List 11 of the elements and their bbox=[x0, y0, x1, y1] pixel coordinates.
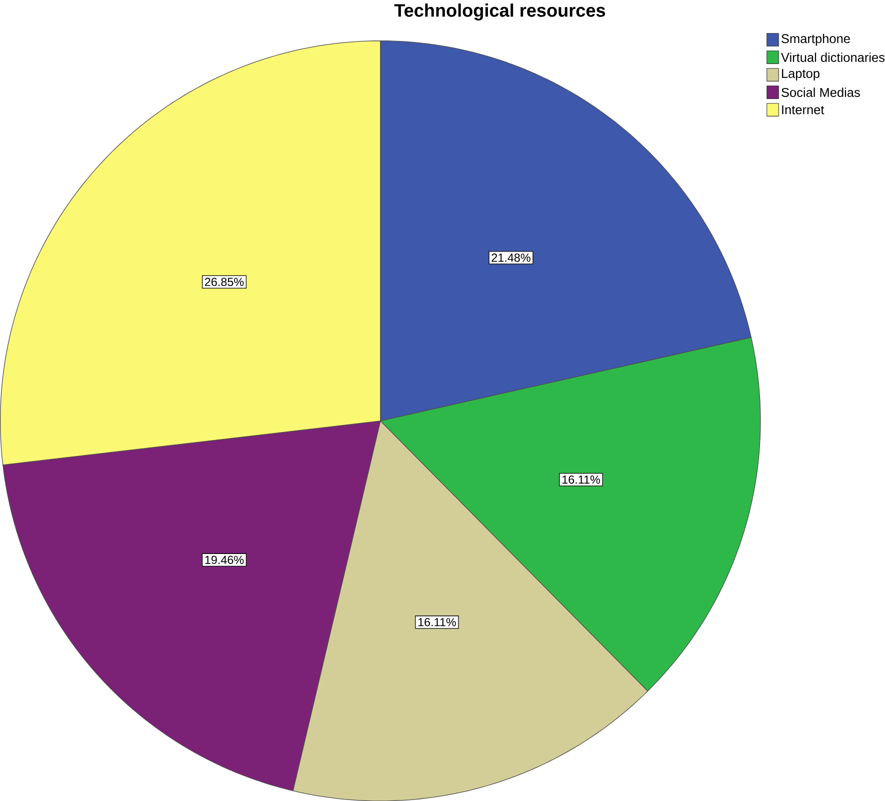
data-label: 16.11% bbox=[418, 618, 456, 626]
legend-label: Laptop bbox=[782, 68, 820, 80]
legend-label: Social Medias bbox=[782, 87, 860, 97]
legend-label: Smartphone bbox=[782, 34, 850, 46]
data-label: 26.85% bbox=[204, 278, 244, 286]
legend-label: Internet bbox=[782, 105, 824, 114]
data-label: 16.11% bbox=[562, 475, 600, 484]
data-label: 21.48% bbox=[492, 253, 530, 262]
data-label: 19.46% bbox=[205, 556, 244, 564]
chart-title: Technological resources bbox=[394, 3, 606, 20]
legend-label: Virtual dictionaries bbox=[781, 52, 885, 62]
